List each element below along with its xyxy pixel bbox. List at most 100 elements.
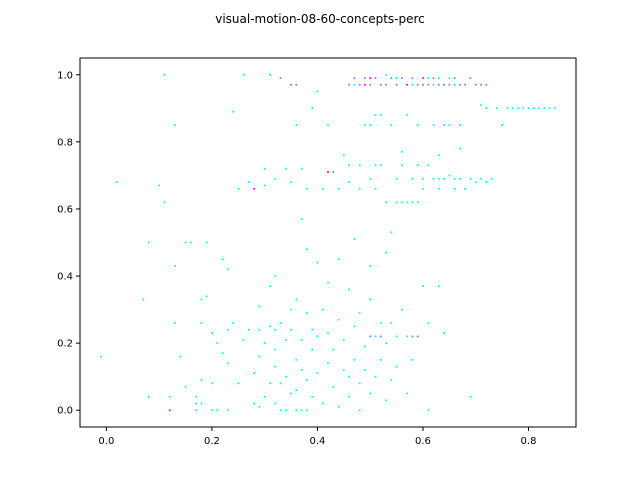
data-point: [469, 177, 472, 180]
data-point: [200, 379, 203, 381]
data-point: [400, 201, 403, 204]
data-point: [538, 107, 541, 110]
data-point: [437, 285, 440, 288]
data-point: [269, 285, 271, 288]
data-point: [253, 187, 256, 190]
data-point: [226, 362, 229, 365]
data-point: [200, 322, 203, 324]
data-point: [337, 405, 340, 408]
data-point: [210, 409, 213, 412]
data-point: [327, 124, 329, 127]
data-point: [390, 77, 393, 80]
data-point: [458, 83, 461, 86]
data-point: [411, 83, 414, 86]
data-point: [353, 238, 356, 241]
data-point: [369, 177, 372, 180]
data-point: [379, 358, 382, 361]
data-point: [263, 184, 266, 187]
data-point: [553, 107, 556, 110]
data-point: [342, 338, 345, 341]
data-point: [385, 399, 387, 402]
x-tick-label: 0.2: [204, 436, 220, 447]
data-point: [490, 177, 493, 180]
data-point: [232, 110, 234, 113]
data-point: [485, 83, 488, 86]
data-point: [316, 372, 319, 375]
data-point: [258, 305, 261, 308]
y-tick-label: 0.4: [57, 272, 73, 283]
data-point: [480, 177, 482, 180]
data-point: [321, 308, 324, 311]
data-point: [168, 409, 171, 412]
data-point: [290, 181, 293, 184]
data-point: [432, 77, 435, 80]
data-point: [221, 258, 224, 261]
data-point: [305, 409, 308, 412]
data-point: [369, 335, 372, 338]
data-point: [395, 83, 398, 86]
data-point: [226, 268, 229, 271]
data-point: [506, 107, 509, 110]
data-point: [295, 298, 298, 301]
data-point: [522, 107, 525, 110]
data-point: [379, 114, 382, 116]
data-point: [195, 395, 198, 398]
data-point: [284, 167, 287, 170]
data-point: [406, 114, 409, 116]
x-tick-label: 0.8: [521, 436, 537, 447]
data-point: [390, 124, 393, 127]
data-point: [279, 382, 282, 385]
data-point: [216, 342, 219, 345]
data-point: [443, 332, 446, 335]
data-point: [300, 409, 303, 412]
data-point: [311, 395, 314, 398]
data-point: [363, 77, 366, 80]
data-point: [269, 325, 271, 328]
data-point: [348, 395, 351, 398]
data-point: [163, 73, 166, 76]
data-point: [295, 83, 298, 86]
data-point: [263, 167, 266, 170]
data-point: [432, 83, 435, 86]
data-point: [258, 355, 261, 358]
data-point: [253, 372, 256, 375]
data-point: [168, 395, 171, 398]
data-point: [158, 184, 161, 187]
data-point: [348, 375, 351, 378]
data-point: [353, 83, 356, 86]
y-tick-label: 0.2: [57, 339, 73, 350]
data-point: [374, 335, 377, 338]
data-point: [400, 308, 403, 311]
data-point: [174, 265, 176, 267]
data-point: [480, 83, 482, 86]
data-point: [295, 358, 298, 361]
data-point: [379, 83, 382, 86]
data-point: [374, 187, 377, 190]
data-point: [332, 171, 335, 174]
data-point: [511, 107, 514, 110]
data-point: [379, 322, 382, 324]
data-point: [274, 328, 277, 331]
data-point: [474, 181, 477, 184]
data-point: [290, 83, 293, 86]
data-point: [416, 124, 419, 127]
data-point: [369, 265, 372, 267]
data-point: [427, 322, 430, 324]
data-point: [290, 328, 293, 331]
data-point: [448, 77, 451, 80]
data-point: [469, 395, 472, 398]
data-point: [290, 392, 293, 395]
y-tick-label: 0.0: [57, 406, 73, 417]
data-point: [495, 107, 498, 110]
chart-title: visual-motion-08-60-concepts-perc: [215, 12, 425, 26]
y-tick-label: 1.0: [57, 70, 73, 81]
data-point: [358, 382, 361, 385]
data-point: [363, 83, 366, 86]
data-point: [474, 83, 477, 86]
data-point: [427, 77, 430, 80]
data-point: [453, 177, 456, 180]
data-point: [427, 83, 430, 86]
data-point: [374, 375, 377, 378]
data-point: [395, 335, 398, 338]
